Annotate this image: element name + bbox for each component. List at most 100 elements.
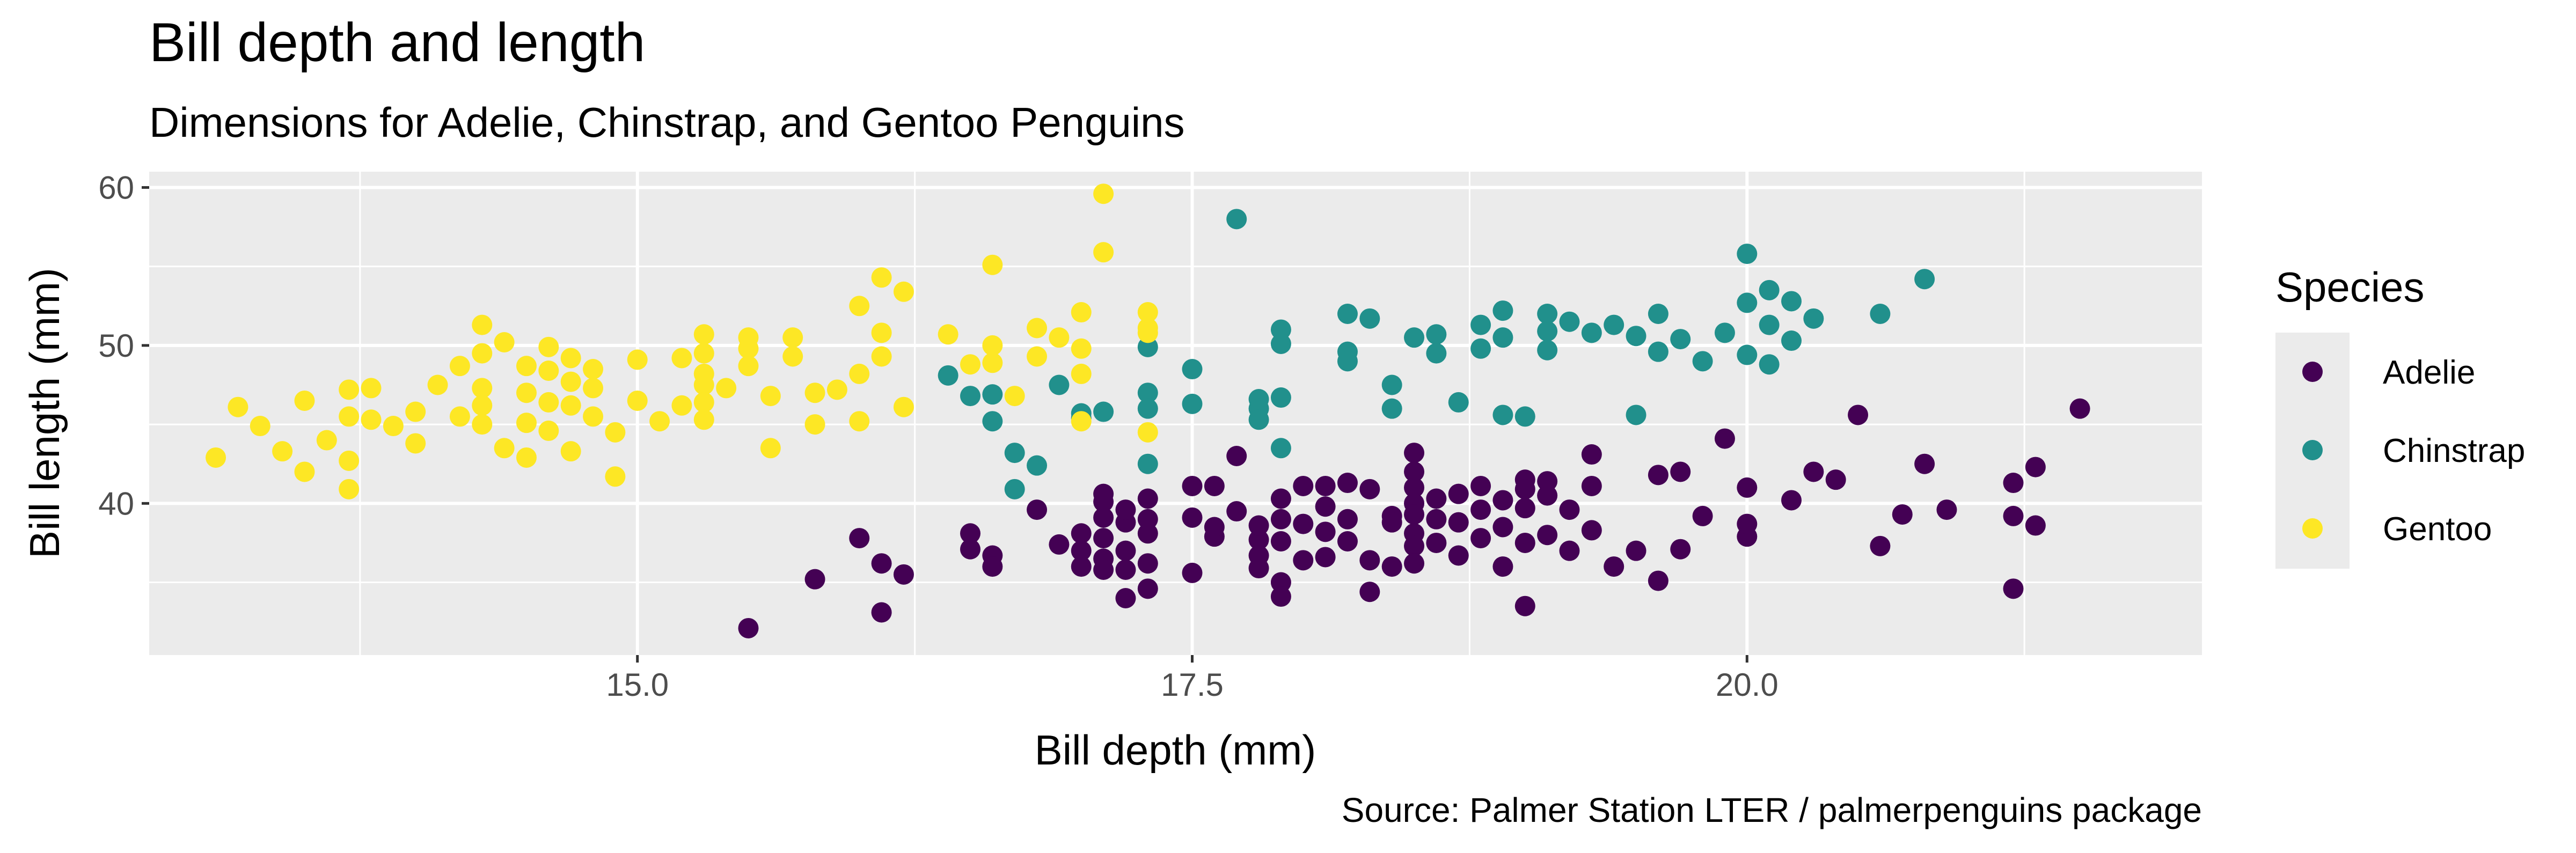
data-point-gentoo: [472, 395, 493, 416]
data-point-adelie: [1537, 471, 1558, 492]
data-point-adelie: [2069, 398, 2090, 419]
data-point-gentoo: [982, 335, 1003, 356]
data-point-gentoo: [1049, 327, 1070, 348]
data-point-adelie: [1293, 475, 1314, 496]
data-point-adelie: [1226, 446, 1247, 466]
data-point-adelie: [1825, 469, 1846, 490]
legend-key-gentoo: [2302, 518, 2323, 539]
data-point-adelie: [2025, 515, 2046, 536]
data-point-gentoo: [1071, 302, 1092, 323]
x-tick-label: 15.0: [606, 667, 669, 703]
data-point-adelie: [1027, 499, 1048, 520]
data-point-gentoo: [1137, 322, 1158, 343]
data-point-adelie: [1648, 570, 1668, 591]
data-point-chinstrap: [982, 384, 1003, 405]
data-point-chinstrap: [1670, 329, 1691, 350]
data-point-chinstrap: [1470, 338, 1491, 359]
data-point-adelie: [1514, 498, 1535, 519]
data-point-gentoo: [738, 356, 759, 377]
chart-caption: Source: Palmer Station LTER / palmerpeng…: [1342, 791, 2202, 829]
data-point-adelie: [1426, 488, 1447, 509]
data-point-chinstrap: [1426, 343, 1447, 364]
data-point-adelie: [1248, 530, 1269, 550]
data-point-adelie: [1270, 572, 1291, 593]
data-point-adelie: [1781, 490, 1802, 511]
data-point-chinstrap: [1337, 351, 1358, 372]
chart-subtitle: Dimensions for Adelie, Chinstrap, and Ge…: [149, 99, 1184, 146]
data-point-chinstrap: [1182, 393, 1203, 414]
data-point-gentoo: [960, 354, 980, 375]
data-point-gentoo: [849, 296, 870, 317]
data-point-adelie: [1870, 535, 1891, 556]
data-point-gentoo: [782, 327, 803, 348]
data-point-adelie: [1270, 488, 1291, 509]
data-point-adelie: [871, 553, 892, 574]
data-point-gentoo: [893, 396, 914, 417]
data-point-adelie: [1270, 509, 1291, 530]
data-point-chinstrap: [1781, 291, 1802, 312]
x-tick-label: 20.0: [1716, 667, 1779, 703]
data-point-chinstrap: [1914, 269, 1935, 290]
data-point-adelie: [1270, 586, 1291, 607]
data-point-chinstrap: [1381, 374, 1402, 395]
y-tick-label: 50: [98, 328, 134, 364]
data-point-chinstrap: [1226, 209, 1247, 230]
data-point-adelie: [1514, 532, 1535, 553]
data-point-adelie: [1404, 477, 1425, 498]
data-point-adelie: [1537, 485, 1558, 506]
data-point-adelie: [893, 564, 914, 585]
data-point-gentoo: [893, 281, 914, 302]
data-point-adelie: [1448, 483, 1469, 504]
data-point-adelie: [1093, 507, 1114, 528]
data-point-chinstrap: [1648, 304, 1668, 324]
data-point-chinstrap: [1648, 341, 1668, 362]
data-point-adelie: [1559, 499, 1580, 520]
data-point-adelie: [1071, 540, 1092, 561]
data-point-gentoo: [538, 392, 559, 413]
data-point-adelie: [1936, 499, 1957, 520]
data-point-gentoo: [560, 395, 581, 416]
data-point-gentoo: [1027, 318, 1048, 339]
data-point-adelie: [1692, 505, 1713, 526]
data-point-chinstrap: [1248, 409, 1269, 430]
data-point-chinstrap: [1759, 354, 1780, 375]
data-point-adelie: [1359, 550, 1380, 571]
y-axis: 40 50 60: [98, 170, 149, 521]
data-point-gentoo: [449, 406, 470, 427]
data-point-gentoo: [361, 409, 382, 430]
data-point-chinstrap: [1626, 326, 1646, 347]
data-point-adelie: [1426, 532, 1447, 553]
data-point-gentoo: [516, 383, 537, 403]
data-point-adelie: [1448, 545, 1469, 566]
data-point-adelie: [1803, 461, 1824, 482]
data-point-gentoo: [782, 346, 803, 367]
data-point-chinstrap: [1182, 359, 1203, 380]
data-point-chinstrap: [1537, 340, 1558, 361]
data-point-adelie: [1093, 528, 1114, 549]
data-point-gentoo: [871, 346, 892, 367]
data-point-adelie: [1248, 558, 1269, 579]
data-point-gentoo: [605, 466, 626, 487]
data-point-chinstrap: [1137, 336, 1158, 357]
data-point-chinstrap: [1137, 383, 1158, 403]
data-point-gentoo: [405, 401, 426, 422]
data-point-adelie: [1093, 560, 1114, 580]
data-point-gentoo: [472, 343, 493, 364]
data-points: [206, 183, 2090, 638]
data-point-adelie: [1670, 461, 1691, 482]
data-point-adelie: [1626, 540, 1646, 561]
data-point-adelie: [1182, 562, 1203, 583]
data-point-chinstrap: [1870, 304, 1891, 324]
data-point-chinstrap: [1359, 308, 1380, 329]
data-point-adelie: [1470, 475, 1491, 496]
data-point-adelie: [1137, 523, 1158, 544]
data-point-chinstrap: [1470, 314, 1491, 335]
data-point-adelie: [1293, 513, 1314, 534]
data-point-gentoo: [1027, 346, 1048, 367]
data-point-adelie: [1404, 553, 1425, 574]
legend-title: Species: [2275, 263, 2425, 311]
legend-label-adelie: Adelie: [2383, 354, 2475, 391]
data-point-gentoo: [1071, 363, 1092, 384]
data-point-gentoo: [1093, 242, 1114, 263]
data-point-adelie: [1737, 513, 1758, 534]
